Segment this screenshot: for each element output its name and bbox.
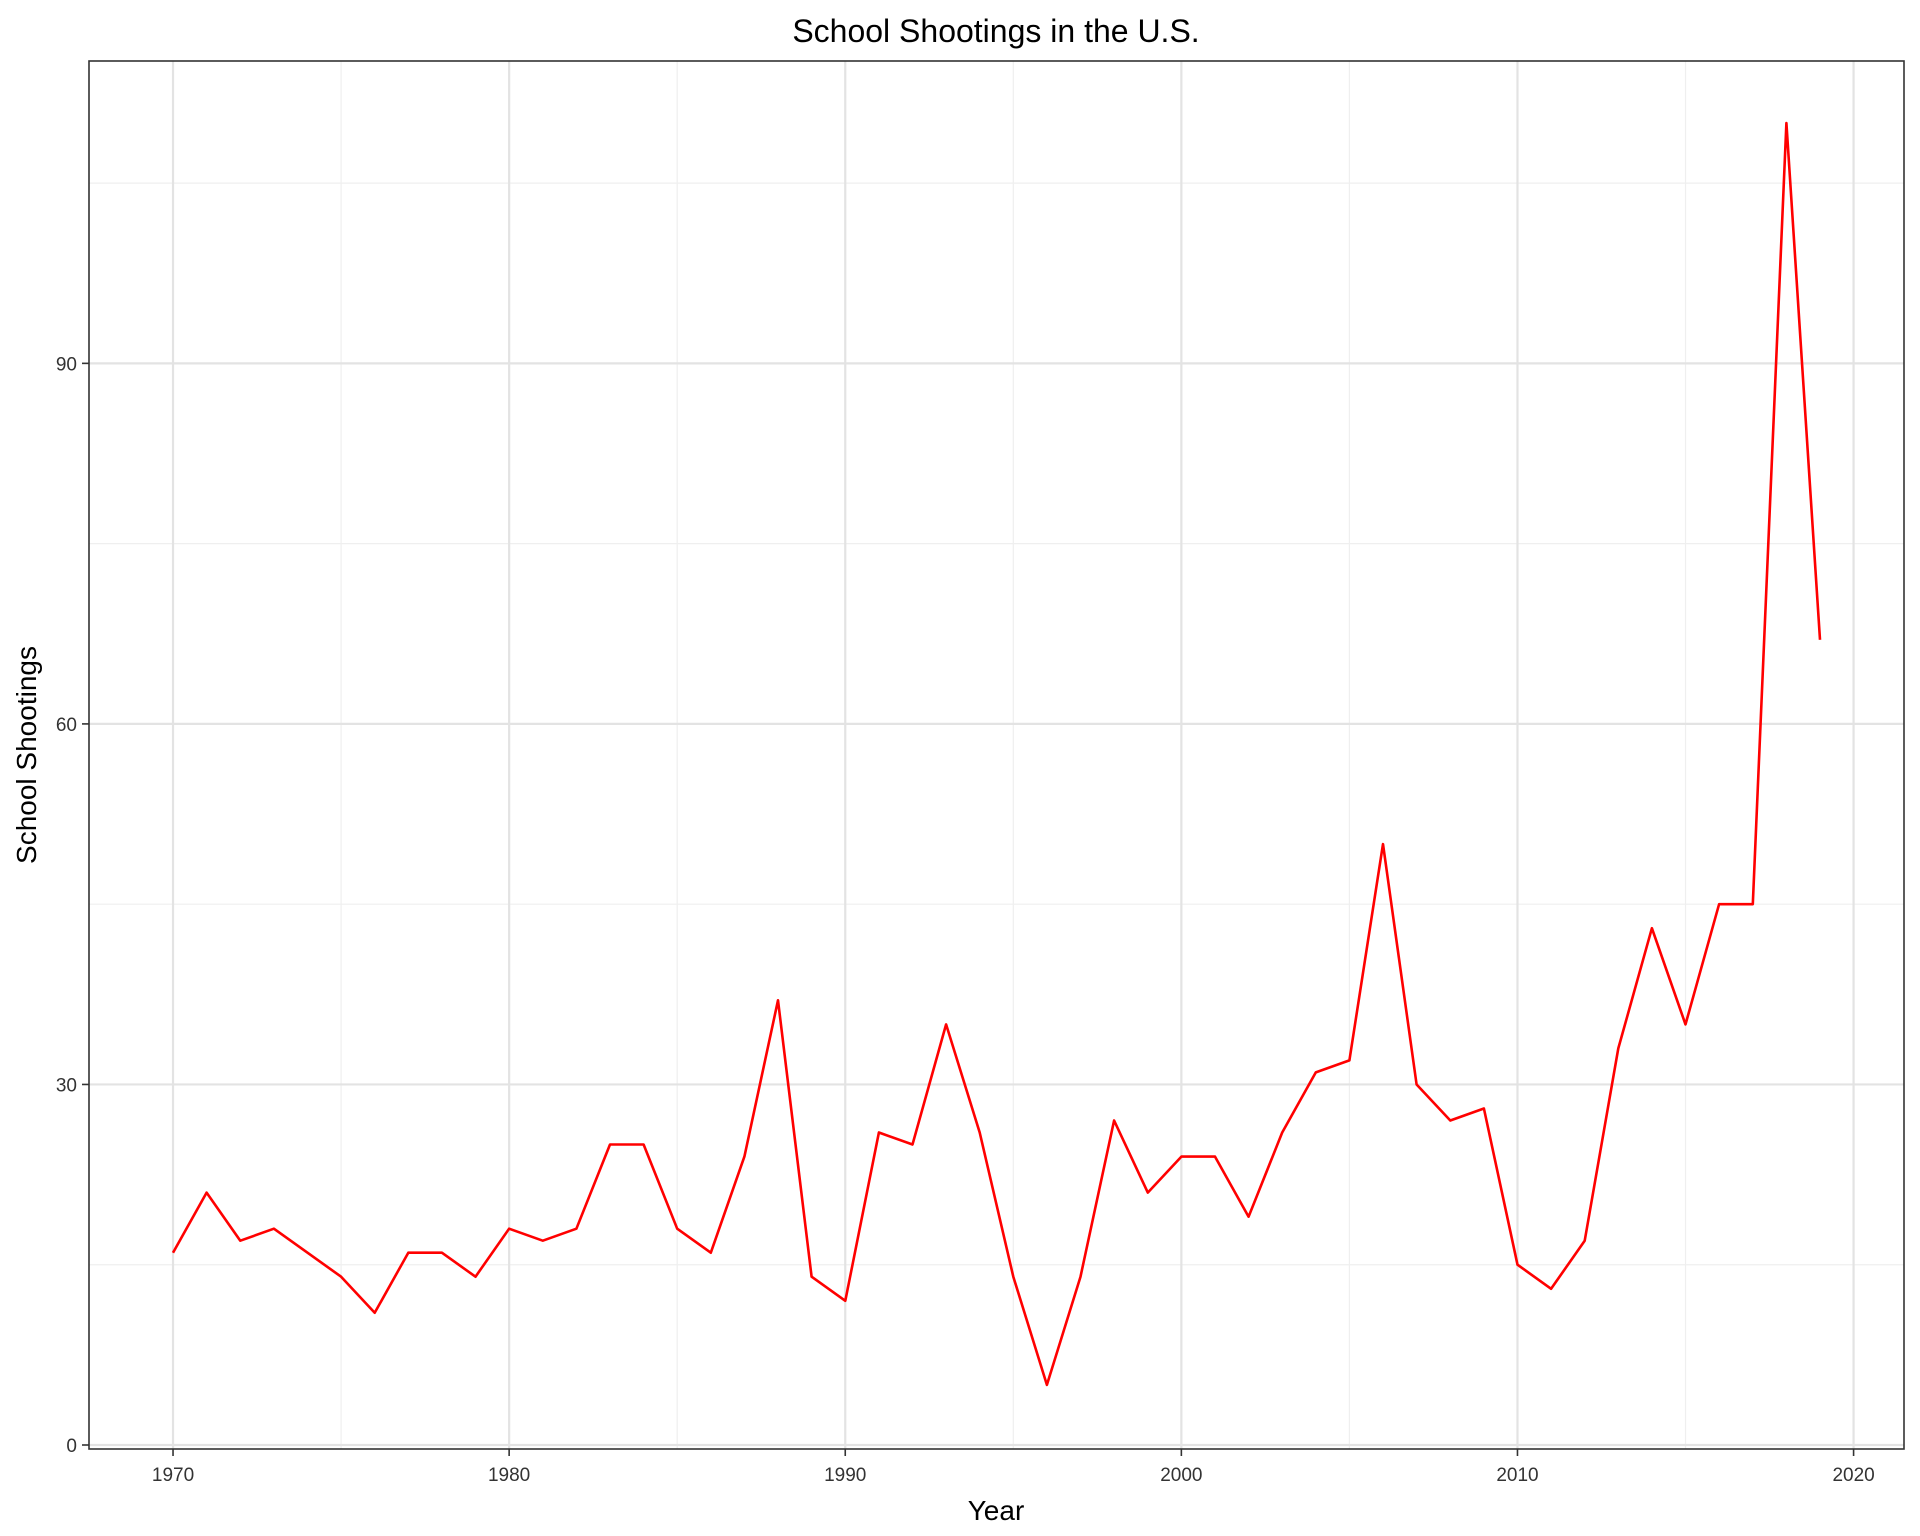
plot-panel-border <box>88 60 1905 1450</box>
x-tick-label: 1970 <box>152 1465 194 1486</box>
x-tick-label: 1990 <box>824 1465 866 1486</box>
y-tick-label: 60 <box>56 715 77 736</box>
chart-title: School Shootings in the U.S. <box>792 13 1199 49</box>
y-tick-label: 30 <box>56 1075 77 1096</box>
x-tick-label: 1980 <box>488 1465 530 1486</box>
x-tick-label: 2020 <box>1832 1465 1874 1486</box>
series-layer <box>171 121 1822 1387</box>
y-axis-title: School Shootings <box>11 646 42 864</box>
series-line <box>171 121 1822 1387</box>
grid-lines <box>89 61 1904 1449</box>
axes: 1970 1980 1990 2000 2010 2020 0 30 60 90 <box>56 354 1875 1486</box>
x-tick-label: 2010 <box>1496 1465 1538 1486</box>
y-tick-label: 0 <box>66 1436 77 1457</box>
y-tick-label: 90 <box>56 354 77 375</box>
x-tick-label: 2000 <box>1160 1465 1202 1486</box>
x-axis-title: Year <box>968 1495 1025 1526</box>
